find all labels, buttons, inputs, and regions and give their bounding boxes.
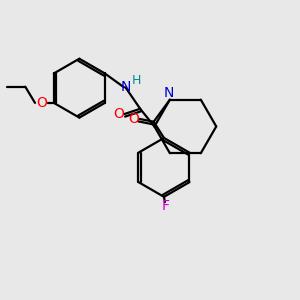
Text: F: F — [161, 199, 169, 213]
Text: N: N — [120, 80, 130, 94]
Text: H: H — [132, 74, 141, 87]
Text: O: O — [128, 112, 139, 126]
Text: O: O — [36, 96, 47, 110]
Text: O: O — [113, 107, 124, 121]
Text: N: N — [163, 86, 174, 100]
